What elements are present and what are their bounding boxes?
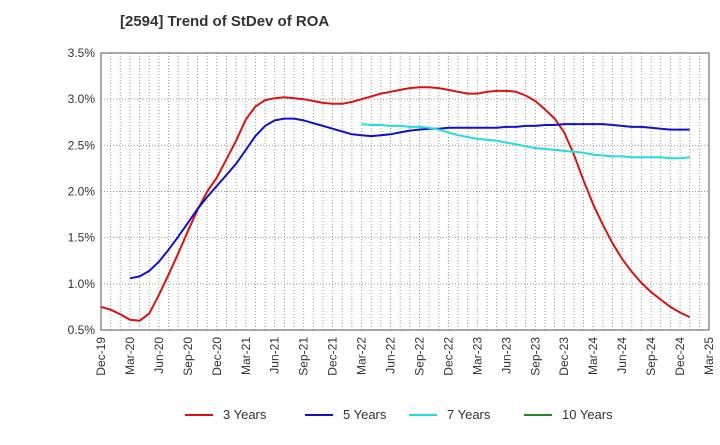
legend-label: 5 Years	[343, 407, 387, 422]
x-tick-label: Dec-19	[94, 337, 108, 376]
legend-label: 7 Years	[447, 407, 491, 422]
series-line-7-years	[361, 123, 690, 160]
legend-label: 3 Years	[223, 407, 267, 422]
x-tick-label: Dec-22	[441, 337, 455, 376]
x-tick-label: Dec-24	[673, 337, 687, 376]
y-tick-label: 3.5%	[68, 46, 96, 60]
x-tick-label: Sep-24	[644, 337, 658, 376]
x-tick-label: Mar-20	[123, 337, 137, 375]
y-tick-label: 2.0%	[68, 185, 96, 199]
series-line-5-years	[129, 117, 690, 280]
y-tick-label: 3.0%	[68, 92, 96, 106]
x-tick-label: Dec-20	[210, 337, 224, 376]
x-tick-label: Sep-21	[297, 337, 311, 376]
chart-title: [2594] Trend of StDev of ROA	[120, 13, 330, 30]
y-tick-label: 2.5%	[68, 138, 96, 152]
x-tick-label: Mar-23	[470, 337, 484, 375]
x-tick-label: Sep-23	[528, 337, 542, 376]
x-tick-label: Jun-22	[384, 337, 398, 374]
x-tick-label: Mar-25	[702, 337, 716, 375]
x-tick-label: Dec-23	[557, 337, 571, 376]
legend-label: 10 Years	[562, 407, 613, 422]
y-tick-label: 1.0%	[68, 277, 96, 291]
x-tick-label: Mar-24	[586, 337, 600, 375]
x-tick-label: Sep-20	[181, 337, 195, 376]
x-tick-label: Sep-22	[412, 337, 426, 376]
x-tick-label: Mar-22	[355, 337, 369, 375]
x-tick-label: Jun-20	[152, 337, 166, 374]
x-tick-label: Mar-21	[239, 337, 253, 375]
y-tick-label: 1.5%	[68, 231, 96, 245]
plot-border	[100, 52, 710, 331]
x-tick-label: Jun-24	[615, 337, 629, 374]
x-tick-label: Dec-21	[326, 337, 340, 376]
x-tick-label: Jun-21	[268, 337, 282, 374]
y-tick-label: 0.5%	[68, 323, 96, 337]
x-tick-label: Jun-23	[499, 337, 513, 374]
